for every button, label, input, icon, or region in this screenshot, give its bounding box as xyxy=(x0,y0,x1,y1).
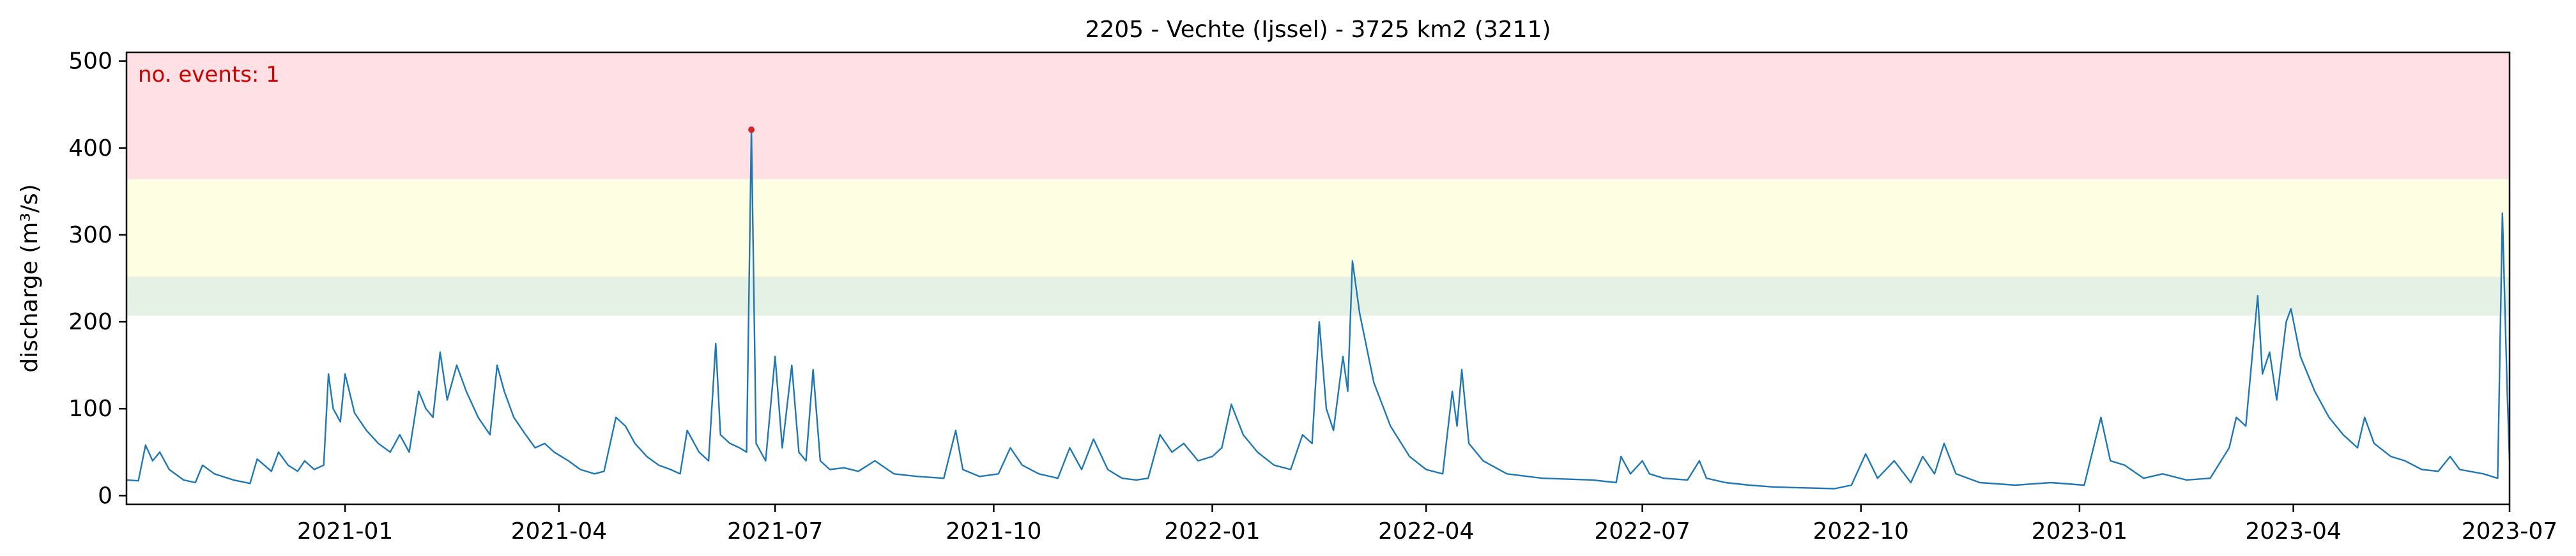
x-tick-label: 2022-10 xyxy=(1813,518,1909,545)
y-tick-label: 500 xyxy=(68,49,112,75)
x-tick-label: 2021-10 xyxy=(946,518,1041,545)
series-layer xyxy=(126,129,2511,490)
y-tick-label: 400 xyxy=(68,135,112,162)
x-tick-label: 2023-01 xyxy=(2032,518,2128,545)
x-tick-label: 2021-07 xyxy=(727,518,823,545)
y-axis-ticks: 0 100 200 300 400 500 xyxy=(68,49,126,509)
x-tick-label: 2022-04 xyxy=(1378,518,1474,545)
chart-title: 2205 - Vechte (Ijssel) - 3725 km2 (3211) xyxy=(1085,17,1551,43)
y-tick-label: 200 xyxy=(68,309,112,335)
threshold-band-0 xyxy=(126,276,2510,316)
x-tick-label: 2021-01 xyxy=(297,518,393,545)
event-markers xyxy=(748,126,755,133)
x-tick-label: 2021-04 xyxy=(511,518,607,545)
x-tick-label: 2022-01 xyxy=(1164,518,1260,545)
x-tick-label: 2022-07 xyxy=(1594,518,1690,545)
x-tick-label: 2023-04 xyxy=(2245,518,2341,545)
threshold-bands xyxy=(126,52,2510,316)
series-line-0 xyxy=(126,129,2511,490)
threshold-band-2 xyxy=(126,52,2510,179)
x-axis-ticks: 2021-01 2021-04 2021-07 2021-10 2022-01 2022-… xyxy=(297,504,2557,545)
events-annotation: no. events: 1 xyxy=(138,62,280,87)
y-tick-label: 300 xyxy=(68,222,112,248)
y-tick-label: 0 xyxy=(98,483,112,509)
event-marker xyxy=(748,126,755,133)
y-axis-title: discharge (m³/s) xyxy=(17,184,43,372)
threshold-band-1 xyxy=(126,179,2510,277)
plot-frame xyxy=(125,51,2511,506)
x-tick-label: 2023-07 xyxy=(2462,518,2557,545)
y-tick-label: 100 xyxy=(68,396,112,422)
